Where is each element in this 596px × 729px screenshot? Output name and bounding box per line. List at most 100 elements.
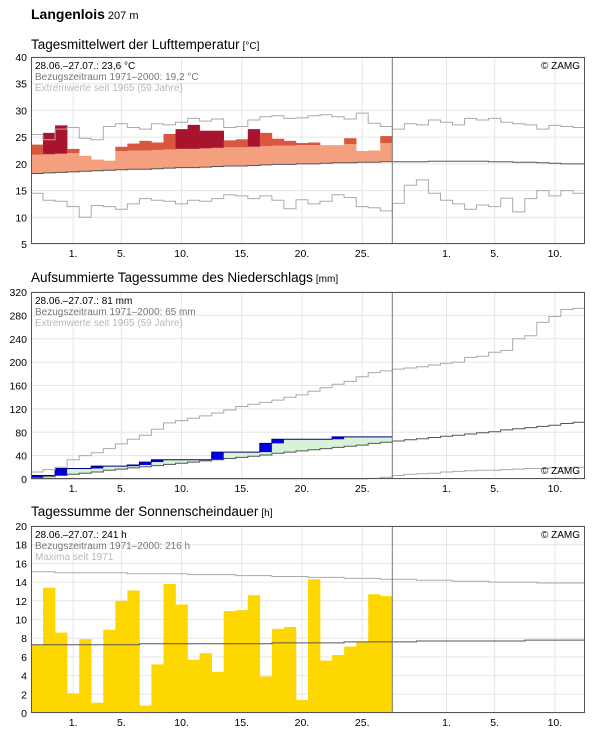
temp-bar-base xyxy=(175,148,188,168)
temp-bar xyxy=(199,130,212,149)
sun-climate-mean-line xyxy=(31,639,585,646)
temp-bar-base xyxy=(55,153,68,173)
sun-bar xyxy=(295,699,309,713)
temp-bar xyxy=(223,140,237,148)
sun-bar xyxy=(235,610,249,713)
sun-y-tick-label: 2 xyxy=(21,689,27,701)
temp-bar xyxy=(271,138,285,146)
precip-x-tick-label: 15. xyxy=(234,483,249,495)
temp-bar-base xyxy=(344,144,357,163)
precip-x-tick-label: 1. xyxy=(69,483,78,495)
temp-bar xyxy=(187,124,200,149)
temp-bar-base xyxy=(151,149,164,169)
temp-y-tick-label: 15 xyxy=(15,186,27,198)
precip-title: Aufsummierte Tagessumme des Niederschlag… xyxy=(31,270,313,285)
temp-info-line-1: 28.06.–27.07.: 23,6 °C xyxy=(35,61,135,72)
temp-x-tick-label: 1. xyxy=(69,248,78,260)
precip-climate-line xyxy=(31,421,585,479)
temp-y-tick-label: 30 xyxy=(15,105,27,117)
sun-y-tick-label: 18 xyxy=(15,540,27,552)
precip-x-tick-label: 10. xyxy=(548,483,563,495)
temp-y-tick-label: 25 xyxy=(15,132,27,144)
precip-info-line-2: Bezugszeitraum 1971–2000: 65 mm xyxy=(35,307,196,318)
temp-bar xyxy=(115,146,128,152)
temp-climate-mean-line xyxy=(31,160,585,174)
sun-x-tick-label: 1. xyxy=(69,717,78,729)
temp-bar xyxy=(55,125,68,154)
sun-bar xyxy=(332,655,345,713)
temp-x-tick-label: 5. xyxy=(117,248,126,260)
precip-y-tick-label: 120 xyxy=(9,404,27,416)
precip-plot-border xyxy=(31,292,585,479)
sun-bar xyxy=(67,693,80,713)
precip-daily-block xyxy=(332,436,345,440)
precip-x-tick-label: 5. xyxy=(490,483,499,495)
temp-bar-base xyxy=(139,150,152,170)
temp-bar-base xyxy=(235,147,249,166)
temp-bar-base xyxy=(211,147,224,167)
precip-x-tick-label: 10. xyxy=(174,483,189,495)
temp-bar xyxy=(175,129,188,149)
precip-x-tick-label: 5. xyxy=(117,483,126,495)
sun-x-tick-label: 10. xyxy=(548,717,563,729)
temp-bar xyxy=(380,136,393,144)
temp-x-tick-label: 1. xyxy=(442,248,451,260)
temp-extreme-max-line xyxy=(31,112,585,141)
temp-bar-base xyxy=(368,150,381,163)
temp-bar xyxy=(139,140,152,151)
temp-extreme-min-line xyxy=(31,179,585,218)
temp-bar-base xyxy=(187,148,200,168)
station-header: Langenlois 207 m xyxy=(31,6,138,22)
temp-bar-base xyxy=(356,151,369,163)
precip-y-tick-label: 320 xyxy=(9,287,27,299)
temp-bar-base xyxy=(283,145,297,165)
precip-extreme-max-line xyxy=(31,307,585,473)
sun-x-tick-label: 5. xyxy=(117,717,126,729)
temp-bar-base xyxy=(295,145,309,164)
temp-bar-base xyxy=(271,145,285,165)
temp-bar xyxy=(295,143,309,146)
precip-y-tick-label: 280 xyxy=(9,310,27,322)
temp-bar xyxy=(43,132,56,155)
temp-x-tick-label: 20. xyxy=(295,248,310,260)
temp-bar xyxy=(247,129,261,147)
sun-bar xyxy=(139,705,152,713)
precip-daily-block xyxy=(151,459,164,463)
precip-daily-block xyxy=(139,462,152,465)
temp-bar-base xyxy=(380,143,393,162)
sun-bar xyxy=(344,646,357,713)
temp-unit: [°C] xyxy=(242,41,260,52)
sun-bar xyxy=(31,644,44,713)
precip-daily-block xyxy=(55,468,68,476)
sun-bar xyxy=(223,611,237,713)
sun-info-line-2: Bezugszeitraum 1971–2000: 216 h xyxy=(35,541,190,552)
temp-panel-title: Tagesmittelwert der Lufttemperatur [°C] xyxy=(31,37,259,52)
temp-y-tick-label: 10 xyxy=(15,212,27,224)
temp-bar-base xyxy=(79,155,92,172)
sun-y-tick-label: 10 xyxy=(15,615,27,627)
sun-bar xyxy=(55,632,68,713)
station-elevation: 207 m xyxy=(107,10,139,22)
sun-bar xyxy=(356,641,369,713)
sun-x-tick-label: 1. xyxy=(442,717,451,729)
temp-x-tick-label: 5. xyxy=(490,248,499,260)
temp-bar xyxy=(211,130,224,148)
temp-bar-base xyxy=(67,153,80,172)
sun-bar xyxy=(103,629,116,713)
sun-copyright: © ZAMG xyxy=(541,530,580,541)
temp-bar xyxy=(344,138,357,145)
temp-y-tick-label: 35 xyxy=(15,79,27,91)
temp-bar-base xyxy=(127,150,140,170)
temp-bar xyxy=(235,139,249,148)
sun-y-tick-label: 16 xyxy=(15,558,27,570)
temp-marks xyxy=(31,112,585,218)
temp-x-tick-label: 10. xyxy=(548,248,563,260)
sun-maxima-line xyxy=(31,571,585,584)
sun-title: Tagessumme der Sonnenscheindauer xyxy=(31,504,259,519)
sun-bar xyxy=(308,579,321,713)
sun-x-tick-label: 25. xyxy=(355,717,370,729)
sun-panel-title: Tagessumme der Sonnenscheindauer [h] xyxy=(31,504,273,519)
